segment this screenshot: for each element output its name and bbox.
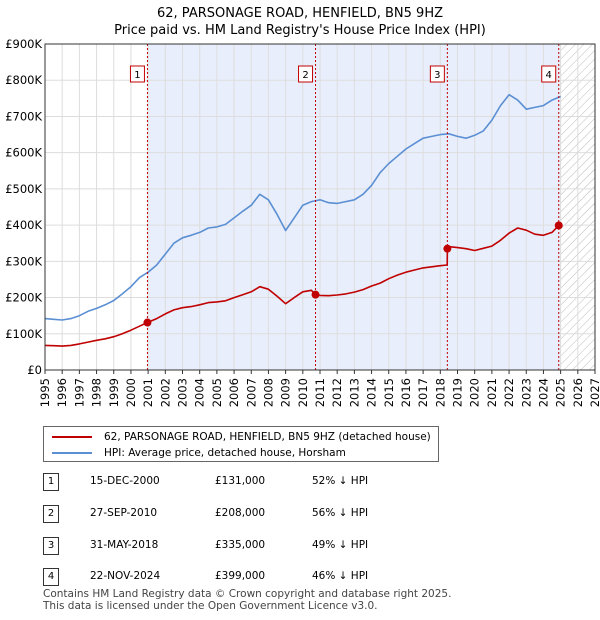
y-tick-label: £800K bbox=[5, 73, 42, 87]
legend-label-property: 62, PARSONAGE ROAD, HENFIELD, BN5 9HZ (d… bbox=[104, 431, 431, 443]
sale-date: 31-MAY-2018 bbox=[90, 539, 159, 551]
x-tick-label: 2027 bbox=[588, 378, 600, 407]
sale-price: £335,000 bbox=[215, 539, 266, 551]
chart-title-line1: 62, PARSONAGE ROAD, HENFIELD, BN5 9HZ bbox=[157, 6, 443, 21]
sale-point bbox=[311, 290, 320, 299]
x-tick-label: 1995 bbox=[38, 378, 52, 407]
sale-number-badge: 4 bbox=[43, 568, 59, 586]
footer-line-2: This data is licensed under the Open Gov… bbox=[43, 600, 378, 612]
x-tick-label: 1996 bbox=[55, 378, 69, 407]
y-tick-label: £100K bbox=[5, 327, 42, 341]
chart-title-line2: Price paid vs. HM Land Registry's House … bbox=[114, 23, 486, 38]
y-tick-label: £600K bbox=[5, 146, 42, 160]
sale-date: 22-NOV-2024 bbox=[90, 570, 161, 582]
legend: 62, PARSONAGE ROAD, HENFIELD, BN5 9HZ (d… bbox=[43, 426, 439, 462]
sale-row: 3 31-MAY-2018 £335,000 49% ↓ HPI bbox=[0, 535, 600, 557]
hpi-series-line bbox=[44, 93, 561, 321]
y-tick-label: £500K bbox=[5, 182, 42, 196]
legend-label-hpi: HPI: Average price, detached house, Hors… bbox=[104, 447, 346, 459]
sale-row: 2 27-SEP-2010 £208,000 56% ↓ HPI bbox=[0, 503, 600, 525]
x-tick-label: 1998 bbox=[90, 378, 104, 407]
sale-point bbox=[554, 221, 563, 230]
x-tick-label: 2009 bbox=[279, 378, 293, 407]
x-tick-label: 2024 bbox=[536, 378, 550, 407]
x-tick-label: 2002 bbox=[158, 378, 172, 407]
sale-number-badge: 2 bbox=[43, 505, 59, 523]
y-tick-label: £300K bbox=[5, 254, 42, 268]
x-tick-label: 2015 bbox=[382, 378, 396, 407]
y-tick-label: £900K bbox=[5, 37, 42, 51]
sale-number-badge: 3 bbox=[43, 537, 59, 555]
sale-row: 4 22-NOV-2024 £399,000 46% ↓ HPI bbox=[0, 566, 600, 588]
x-tick-label: 2007 bbox=[244, 378, 258, 407]
sale-point bbox=[443, 244, 452, 253]
x-tick-label: 2016 bbox=[399, 378, 413, 407]
x-tick-label: 2006 bbox=[227, 378, 241, 407]
sale-marker-box bbox=[298, 65, 314, 83]
x-tick-label: 2017 bbox=[416, 378, 430, 407]
sale-number-badge: 1 bbox=[43, 473, 59, 491]
sale-date: 27-SEP-2010 bbox=[90, 507, 158, 519]
x-tick-label: 1999 bbox=[107, 378, 121, 407]
sale-row: 1 15-DEC-2000 £131,000 52% ↓ HPI bbox=[0, 471, 600, 493]
legend-item-hpi: HPI: Average price, detached house, Hors… bbox=[52, 445, 346, 461]
sale-hpi-diff: 46% ↓ HPI bbox=[312, 570, 369, 582]
x-tick-label: 2019 bbox=[451, 378, 465, 407]
sale-price: £131,000 bbox=[215, 475, 266, 487]
sale-price: £208,000 bbox=[215, 507, 266, 519]
x-tick-label: 2004 bbox=[193, 378, 207, 407]
x-tick-label: 2025 bbox=[554, 378, 568, 407]
x-tick-label: 2020 bbox=[468, 378, 482, 407]
x-tick-label: 2021 bbox=[485, 378, 499, 407]
x-tick-label: 2026 bbox=[571, 378, 585, 407]
price-chart: 1 2 3 4 £0 £100K £200K £300K £400K £500K £600K £70… bbox=[5, 37, 600, 407]
sale-hpi-diff: 52% ↓ HPI bbox=[312, 475, 369, 487]
sale-date: 15-DEC-2000 bbox=[90, 475, 160, 487]
x-tick-label: 2023 bbox=[519, 378, 533, 407]
sale-marker-label: 3 bbox=[434, 70, 440, 81]
x-tick-label: 2018 bbox=[433, 378, 447, 407]
footer-line-1: Contains HM Land Registry data © Crown c… bbox=[43, 588, 452, 600]
x-tick-label: 2010 bbox=[296, 378, 310, 407]
x-tick-label: 2011 bbox=[313, 378, 327, 407]
x-tick-label: 2005 bbox=[210, 378, 224, 407]
x-tick-label: 2000 bbox=[124, 378, 138, 407]
x-tick-label: 2008 bbox=[261, 378, 275, 407]
x-tick-label: 2001 bbox=[141, 378, 155, 407]
sale-marker-box bbox=[129, 65, 145, 83]
y-tick-label: £700K bbox=[5, 109, 42, 123]
y-tick-label: £400K bbox=[5, 218, 42, 232]
sale-hpi-diff: 56% ↓ HPI bbox=[312, 507, 369, 519]
x-tick-label: 2013 bbox=[347, 378, 361, 407]
sale-marker-box bbox=[429, 65, 445, 83]
sale-marker-box bbox=[541, 65, 557, 83]
plot-frame bbox=[44, 43, 596, 371]
legend-swatch-hpi bbox=[52, 452, 92, 454]
y-tick-label: £200K bbox=[5, 291, 42, 305]
x-tick-label: 1997 bbox=[72, 378, 86, 407]
legend-item-property: 62, PARSONAGE ROAD, HENFIELD, BN5 9HZ (d… bbox=[52, 429, 431, 445]
footer-attribution: Contains HM Land Registry data © Crown c… bbox=[43, 588, 451, 612]
sale-marker-label: 1 bbox=[134, 70, 140, 81]
sale-hpi-diff: 49% ↓ HPI bbox=[312, 539, 369, 551]
x-tick-label: 2014 bbox=[365, 378, 379, 407]
sale-marker-label: 4 bbox=[546, 70, 552, 81]
x-tick-label: 2003 bbox=[176, 378, 190, 407]
sale-marker-label: 2 bbox=[302, 70, 308, 81]
x-tick-label: 2012 bbox=[330, 378, 344, 407]
legend-swatch-property bbox=[52, 436, 92, 438]
sale-point bbox=[143, 318, 152, 327]
sale-price: £399,000 bbox=[215, 570, 266, 582]
y-tick-label: £0 bbox=[27, 363, 42, 377]
x-tick-label: 2022 bbox=[502, 378, 516, 407]
